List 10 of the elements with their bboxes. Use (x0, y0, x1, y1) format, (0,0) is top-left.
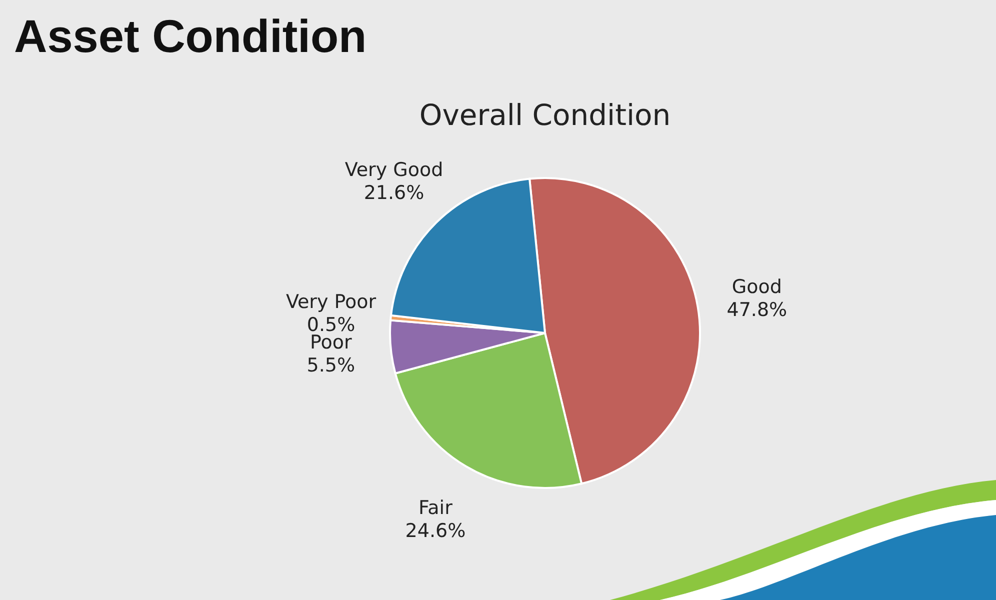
data-label: 21.6% (364, 182, 424, 204)
slice-label: Very Good (344, 159, 444, 182)
data-label: 5.5% (306, 354, 356, 376)
slice-label: Fair (418, 497, 453, 520)
data-label: 47.8% (726, 298, 788, 321)
chart-title: Asset Condition (14, 10, 367, 62)
data-label: 24.6% (405, 520, 466, 542)
slice-label: Good (732, 276, 782, 298)
chart-subtitle: Overall Condition (419, 98, 671, 132)
slice-label: Very Poor (286, 291, 376, 314)
